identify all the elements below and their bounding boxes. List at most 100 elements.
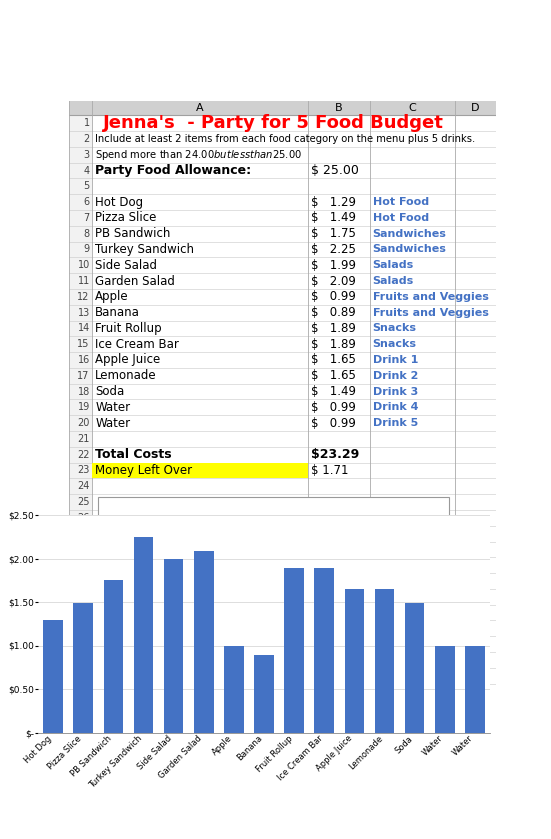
- Text: Total Costs: Total Costs: [95, 448, 172, 461]
- Text: D: D: [471, 103, 479, 113]
- Text: Snacks: Snacks: [372, 339, 417, 349]
- Text: 19: 19: [78, 403, 90, 412]
- Text: 29: 29: [78, 560, 90, 571]
- Text: Money Left Over: Money Left Over: [95, 464, 192, 477]
- Text: Hot Food: Hot Food: [372, 197, 429, 207]
- Text: PB Sandwich: PB Sandwich: [95, 227, 171, 240]
- Text: Salads: Salads: [372, 276, 414, 286]
- Text: 16: 16: [78, 355, 90, 365]
- Text: Include at least 2 items from each food category on the menu plus 5 drinks.: Include at least 2 items from each food …: [95, 134, 476, 144]
- Text: 34: 34: [78, 639, 90, 649]
- Text: $   1.99: $ 1.99: [311, 258, 356, 272]
- Text: B: B: [335, 103, 342, 113]
- Text: 10: 10: [78, 260, 90, 270]
- Bar: [69, 620, 92, 636]
- Bar: [69, 242, 92, 258]
- Text: $ 25.00: $ 25.00: [311, 164, 359, 177]
- Text: 27: 27: [77, 529, 90, 539]
- Text: Sandwiches: Sandwiches: [372, 229, 446, 239]
- Text: Snacks: Snacks: [372, 323, 417, 333]
- Bar: [69, 510, 92, 526]
- Text: $   0.89: $ 0.89: [311, 306, 355, 319]
- Text: 30: 30: [78, 576, 90, 586]
- Bar: [69, 102, 496, 115]
- Bar: [73, 603, 93, 732]
- Bar: [69, 478, 92, 494]
- Text: $   0.99: $ 0.99: [311, 417, 355, 430]
- Bar: [224, 646, 244, 732]
- Text: 25: 25: [77, 497, 90, 507]
- Bar: [69, 636, 92, 652]
- Text: 5: 5: [84, 181, 90, 191]
- Bar: [69, 352, 92, 367]
- Text: 31: 31: [78, 591, 90, 602]
- Bar: [69, 557, 92, 573]
- Bar: [69, 115, 92, 131]
- Text: Hot Dog: Hot Dog: [95, 195, 143, 209]
- Text: 28: 28: [78, 545, 90, 555]
- Text: Jenna's  - Party for 5 Food Budget: Jenna's - Party for 5 Food Budget: [103, 114, 444, 133]
- Text: $   1.89: $ 1.89: [311, 322, 355, 335]
- Text: $   0.99: $ 0.99: [311, 401, 355, 414]
- Text: Water: Water: [95, 417, 131, 430]
- Bar: [69, 399, 92, 415]
- Bar: [69, 541, 92, 557]
- Text: 9: 9: [84, 244, 90, 254]
- Bar: [69, 147, 92, 163]
- Bar: [405, 603, 424, 732]
- Bar: [375, 589, 395, 732]
- Bar: [134, 537, 153, 732]
- Text: 22: 22: [77, 450, 90, 460]
- Bar: [69, 383, 92, 399]
- Text: Drink 2: Drink 2: [372, 371, 418, 381]
- Bar: [69, 195, 92, 210]
- Text: Spend more than $24.00 but less than $25.00: Spend more than $24.00 but less than $25…: [95, 148, 302, 162]
- Text: 6: 6: [84, 197, 90, 207]
- Text: 13: 13: [78, 308, 90, 318]
- Bar: [98, 498, 449, 664]
- Text: 23: 23: [78, 466, 90, 476]
- Text: $   1.29: $ 1.29: [311, 195, 356, 209]
- Text: Soda: Soda: [95, 385, 125, 398]
- Text: 14: 14: [78, 323, 90, 333]
- Bar: [69, 652, 92, 668]
- Text: Fruits and Veggies: Fruits and Veggies: [372, 308, 489, 318]
- Text: C: C: [408, 103, 416, 113]
- Text: $   1.89: $ 1.89: [311, 337, 355, 351]
- Bar: [69, 605, 92, 620]
- Bar: [435, 646, 455, 732]
- Bar: [104, 581, 123, 732]
- Text: $   2.25: $ 2.25: [311, 243, 355, 256]
- Bar: [69, 320, 92, 336]
- Text: Drink 1: Drink 1: [372, 355, 418, 365]
- Text: 36: 36: [78, 670, 90, 680]
- Bar: [315, 568, 334, 732]
- Bar: [92, 462, 307, 478]
- Text: 18: 18: [78, 387, 90, 397]
- Bar: [69, 589, 92, 605]
- Bar: [69, 367, 92, 383]
- Bar: [69, 210, 92, 226]
- Text: $   1.65: $ 1.65: [311, 369, 355, 383]
- Text: 26: 26: [78, 513, 90, 523]
- Bar: [465, 646, 485, 732]
- Bar: [69, 573, 92, 589]
- Bar: [69, 305, 92, 320]
- Text: 15: 15: [78, 339, 90, 349]
- Bar: [69, 668, 92, 684]
- Bar: [69, 462, 92, 478]
- Text: Drink 4: Drink 4: [372, 403, 418, 412]
- Text: Hot Food: Hot Food: [372, 213, 429, 223]
- Bar: [164, 560, 183, 732]
- Bar: [69, 289, 92, 305]
- Text: 8: 8: [84, 229, 90, 239]
- Text: $   0.99: $ 0.99: [311, 290, 355, 304]
- Text: 3: 3: [84, 150, 90, 159]
- Bar: [44, 620, 63, 732]
- Bar: [69, 526, 92, 541]
- Text: Turkey Sandwich: Turkey Sandwich: [95, 243, 194, 256]
- Text: 24: 24: [78, 482, 90, 492]
- Text: Banana: Banana: [95, 306, 140, 319]
- Bar: [194, 550, 214, 732]
- Text: 2: 2: [84, 134, 90, 144]
